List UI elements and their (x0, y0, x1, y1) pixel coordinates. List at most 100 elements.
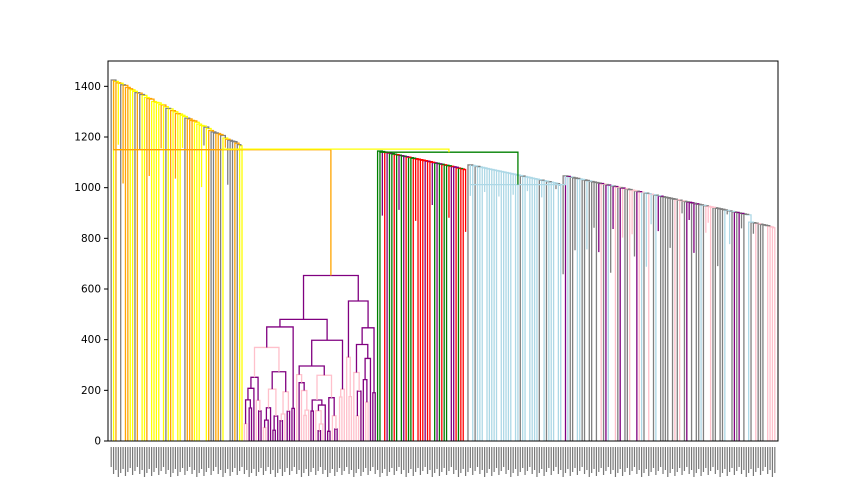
leaf-label (391, 447, 393, 468)
leaf-label (443, 447, 445, 468)
leaf-label (757, 447, 759, 468)
leaf-label (229, 447, 231, 476)
leaf-label (407, 447, 410, 473)
leaf-label (122, 447, 124, 469)
leaf-label (514, 447, 517, 469)
dendrogram-link (429, 161, 436, 441)
dendrogram-link (203, 126, 210, 146)
leaf-label (481, 447, 483, 470)
leaf-label (510, 447, 512, 477)
leaf-label (636, 447, 638, 474)
leaf-label (648, 447, 650, 476)
leaf-label (262, 447, 265, 475)
leaf-label (357, 447, 360, 469)
leaf-label (410, 447, 412, 469)
dendrogram-link (636, 190, 643, 441)
leaf-label (124, 447, 127, 476)
dendrogram-link (372, 392, 376, 441)
dendrogram-link (469, 164, 567, 186)
dendrogram-link (316, 374, 333, 400)
leaf-label (224, 447, 226, 473)
leaf-label (405, 447, 407, 477)
leaf-label (493, 447, 495, 472)
dendrogram-link (265, 407, 272, 441)
leaf-label (296, 447, 298, 474)
leaf-label (588, 447, 590, 477)
leaf-label (153, 447, 155, 472)
leaf-label (769, 447, 771, 470)
leaf-label (764, 447, 766, 467)
dendrogram-link (495, 170, 502, 441)
leaf-label (431, 447, 433, 477)
leaf-label (560, 447, 562, 470)
leaf-label (602, 447, 605, 475)
leaf-label (662, 447, 664, 474)
dendrogram-link (334, 428, 338, 441)
leaf-label (396, 447, 398, 471)
dendrogram-link (355, 415, 360, 441)
dendrogram-link (129, 89, 136, 441)
leaf-label (522, 447, 524, 468)
leaf-label (269, 447, 272, 474)
leaf-label (629, 447, 631, 475)
dendrogram-link (221, 148, 450, 153)
leaf-label (755, 447, 757, 472)
leaf-label (621, 447, 624, 476)
leaf-label (429, 447, 431, 470)
leaf-label (319, 447, 322, 467)
leaf-label (438, 447, 441, 476)
leaf-label (626, 447, 628, 468)
leaf-label (372, 447, 374, 467)
leaf-label (112, 447, 115, 474)
y-tick-label: 0 (94, 436, 101, 448)
leaf-label (488, 447, 490, 469)
leaf-label (686, 447, 688, 467)
dendrogram-link (736, 212, 743, 441)
dendrogram-link (271, 371, 287, 392)
dendrogram-link (569, 176, 576, 441)
dendrogram-link (750, 221, 757, 441)
leaf-label (355, 447, 357, 473)
dendrogram-link (262, 426, 267, 441)
leaf-label (643, 447, 645, 473)
dendrogram-link (612, 185, 619, 230)
dendrogram-link (395, 154, 403, 441)
dendrogram-link (266, 326, 294, 409)
leaf-label (543, 447, 545, 476)
leaf-label (536, 447, 538, 477)
leaf-label (507, 447, 510, 470)
leaf-label (381, 447, 383, 473)
leaf-label (120, 447, 122, 473)
leaf-label (593, 447, 595, 469)
leaf-label (186, 447, 188, 471)
leaf-label (400, 447, 402, 474)
leaf-label (189, 447, 191, 467)
leaf-label (336, 447, 338, 472)
leaf-label (774, 447, 776, 473)
dendrogram-link (302, 274, 359, 320)
leaf-label (272, 447, 274, 470)
dendrogram-link (234, 142, 240, 441)
leaf-label (365, 447, 367, 468)
leaf-label (617, 447, 619, 473)
leaf-label (541, 447, 543, 469)
leaf-label (210, 447, 212, 475)
dendrogram-link (407, 157, 414, 441)
leaf-label (376, 447, 379, 470)
leaf-label (426, 447, 429, 474)
leaf-label (360, 447, 362, 476)
leaf-label (170, 447, 172, 477)
leaf-label (464, 447, 467, 476)
dendrogram-link (533, 178, 540, 441)
leaf-label (179, 447, 181, 472)
leaf-label (310, 447, 312, 472)
leaf-label (476, 447, 479, 467)
leaf-label (379, 447, 381, 477)
leaf-label (650, 447, 652, 472)
leaf-label (671, 447, 674, 469)
leaf-label (327, 447, 329, 477)
leaf-label (562, 447, 564, 477)
leaf-label (484, 447, 486, 477)
leaf-label (512, 447, 514, 473)
leaf-label (367, 447, 369, 475)
